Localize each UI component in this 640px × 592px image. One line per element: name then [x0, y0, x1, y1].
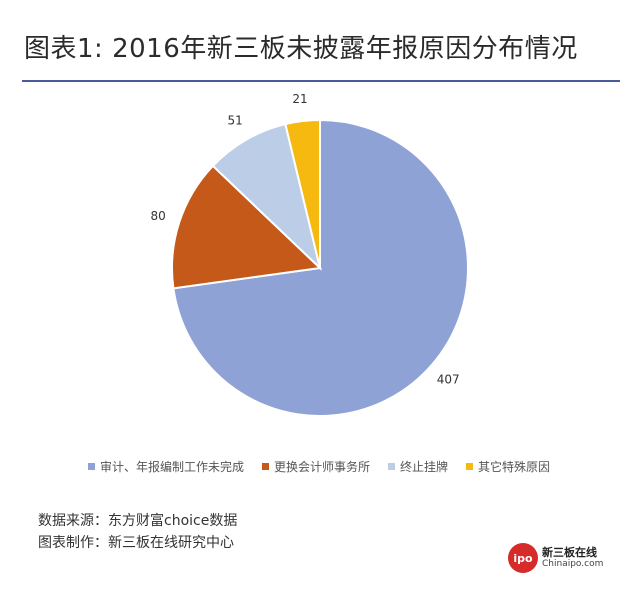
- pie-chart: 407 80 51 21: [151, 92, 469, 417]
- legend-item-2: 更换会计师事务所: [262, 458, 370, 475]
- legend-label: 更换会计师事务所: [274, 460, 371, 474]
- legend-swatch: [466, 463, 474, 470]
- data-label-1: 407: [437, 373, 460, 387]
- chart-legend: 审计、年报编制工作未完成 更换会计师事务所 终止挂牌 其它特殊原因: [88, 458, 550, 475]
- pie-slice-4: [284, 118, 321, 269]
- legend-label: 其它特殊原因: [478, 460, 551, 474]
- legend-item-1: 审计、年报编制工作未完成: [88, 458, 244, 475]
- data-label-3: 51: [227, 114, 242, 128]
- pie-slice-2: [171, 164, 323, 290]
- logo-name: 新三板在线: [542, 546, 597, 559]
- chart-title: 图表1: 2016年新三板未披露年报原因分布情况: [24, 34, 578, 64]
- legend-swatch: [388, 463, 396, 470]
- footer-notes: 数据来源：东方财富choice数据 图表制作：新三板在线研究中心: [38, 510, 237, 554]
- producer-note: 图表制作：新三板在线研究中心: [38, 535, 234, 551]
- legend-swatch: [88, 463, 95, 470]
- legend-item-4: 其它特殊原因: [466, 458, 550, 475]
- legend-swatch: [262, 463, 270, 470]
- legend-label: 审计、年报编制工作未完成: [100, 460, 245, 474]
- source-note: 数据来源：东方财富choice数据: [38, 513, 238, 529]
- logo-badge-icon: ipo: [508, 543, 538, 573]
- legend-label: 终止挂牌: [400, 460, 449, 474]
- legend-item-3: 终止挂牌: [388, 458, 448, 475]
- data-label-2: 80: [151, 209, 166, 223]
- title-divider: [22, 80, 620, 82]
- brand-logo: ipo 新三板在线 Chinaipo.com: [508, 540, 620, 576]
- logo-domain: Chinaipo.com: [542, 559, 604, 569]
- data-label-4: 21: [292, 92, 307, 106]
